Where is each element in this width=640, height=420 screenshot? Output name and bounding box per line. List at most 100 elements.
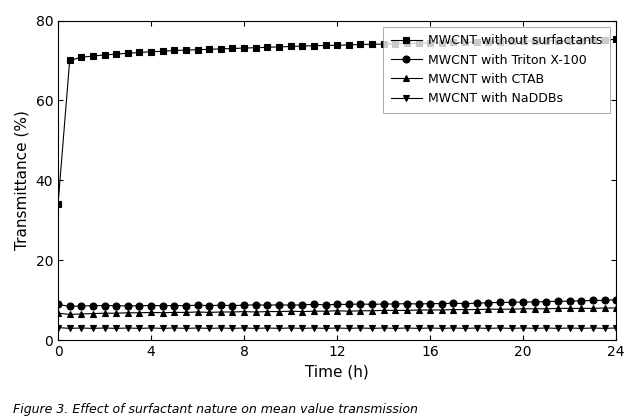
MWCNT without surfactants [508,39,515,44]
MWCNT without surfactants [380,42,387,47]
MWCNT with Triton X-100 [310,302,317,307]
MWCNT with CTAB [543,306,550,311]
MWCNT without surfactants [298,44,306,49]
MWCNT with CTAB [449,307,457,312]
MWCNT with Triton X-100 [496,300,504,305]
MWCNT with NaDDBs [124,326,132,331]
MWCNT with NaDDBs [380,326,387,331]
MWCNT with CTAB [100,311,108,316]
MWCNT with Triton X-100 [298,302,306,307]
MWCNT with NaDDBs [252,326,260,331]
MWCNT with NaDDBs [66,326,74,331]
MWCNT with NaDDBs [484,326,492,331]
Y-axis label: Transmittance (%): Transmittance (%) [15,110,30,250]
MWCNT with Triton X-100 [577,298,585,303]
MWCNT without surfactants [124,51,132,56]
MWCNT with CTAB [426,307,434,312]
MWCNT with CTAB [228,310,236,315]
MWCNT with Triton X-100 [264,303,271,308]
MWCNT with CTAB [403,308,411,313]
MWCNT with NaDDBs [496,326,504,331]
Legend: MWCNT without surfactants, MWCNT with Triton X-100, MWCNT with CTAB, MWCNT with : MWCNT without surfactants, MWCNT with Tr… [383,27,610,113]
MWCNT without surfactants [403,41,411,46]
MWCNT with Triton X-100 [252,302,260,307]
MWCNT with CTAB [170,310,178,315]
MWCNT with NaDDBs [333,326,341,331]
MWCNT with CTAB [554,306,562,311]
MWCNT with NaDDBs [264,326,271,331]
MWCNT with CTAB [345,309,353,314]
MWCNT without surfactants [310,43,317,48]
MWCNT with Triton X-100 [147,303,155,308]
MWCNT with NaDDBs [589,326,597,331]
MWCNT with Triton X-100 [380,302,387,307]
Line: MWCNT with Triton X-100: MWCNT with Triton X-100 [54,296,620,310]
MWCNT with CTAB [240,309,248,314]
MWCNT with NaDDBs [147,326,155,331]
MWCNT without surfactants [612,37,620,42]
MWCNT with CTAB [182,310,190,315]
MWCNT with Triton X-100 [217,303,225,308]
MWCNT without surfactants [368,42,376,47]
MWCNT with NaDDBs [322,326,330,331]
MWCNT with NaDDBs [310,326,317,331]
MWCNT with CTAB [310,309,317,314]
MWCNT with Triton X-100 [322,302,330,307]
MWCNT with CTAB [217,310,225,315]
MWCNT with CTAB [612,305,620,310]
MWCNT with Triton X-100 [484,300,492,305]
MWCNT without surfactants [438,40,445,45]
MWCNT without surfactants [554,38,562,43]
MWCNT without surfactants [415,41,422,46]
MWCNT without surfactants [333,43,341,48]
MWCNT without surfactants [287,44,294,49]
MWCNT with Triton X-100 [159,303,166,308]
MWCNT with NaDDBs [508,326,515,331]
MWCNT without surfactants [496,39,504,44]
MWCNT with NaDDBs [566,326,573,331]
MWCNT with CTAB [368,308,376,313]
MWCNT with Triton X-100 [473,301,481,306]
MWCNT with Triton X-100 [415,302,422,307]
MWCNT with Triton X-100 [205,303,213,308]
MWCNT with NaDDBs [136,326,143,331]
Line: MWCNT with CTAB: MWCNT with CTAB [54,304,620,318]
MWCNT without surfactants [345,42,353,47]
MWCNT with Triton X-100 [520,299,527,304]
MWCNT without surfactants [484,39,492,45]
MWCNT without surfactants [66,58,74,63]
MWCNT with NaDDBs [77,326,85,331]
MWCNT with Triton X-100 [100,303,108,308]
MWCNT with NaDDBs [240,326,248,331]
MWCNT with NaDDBs [287,326,294,331]
MWCNT with Triton X-100 [566,299,573,304]
MWCNT without surfactants [449,40,457,45]
MWCNT with CTAB [484,307,492,312]
MWCNT with CTAB [601,305,609,310]
MWCNT with Triton X-100 [77,304,85,309]
MWCNT with CTAB [508,307,515,312]
MWCNT with Triton X-100 [589,298,597,303]
MWCNT with CTAB [461,307,469,312]
MWCNT with NaDDBs [392,326,399,331]
MWCNT without surfactants [136,50,143,55]
MWCNT with Triton X-100 [601,298,609,303]
MWCNT without surfactants [170,48,178,53]
MWCNT with CTAB [77,312,85,317]
MWCNT without surfactants [275,45,283,50]
MWCNT without surfactants [113,52,120,57]
MWCNT with NaDDBs [601,326,609,331]
MWCNT with NaDDBs [100,326,108,331]
MWCNT with CTAB [322,309,330,314]
MWCNT with CTAB [298,309,306,314]
MWCNT with NaDDBs [368,326,376,331]
MWCNT with Triton X-100 [275,302,283,307]
MWCNT with CTAB [287,309,294,314]
MWCNT with NaDDBs [194,326,202,331]
MWCNT with CTAB [589,306,597,311]
MWCNT without surfactants [577,38,585,43]
MWCNT without surfactants [228,46,236,51]
MWCNT with Triton X-100 [287,303,294,308]
MWCNT with CTAB [438,307,445,312]
MWCNT with Triton X-100 [554,299,562,304]
